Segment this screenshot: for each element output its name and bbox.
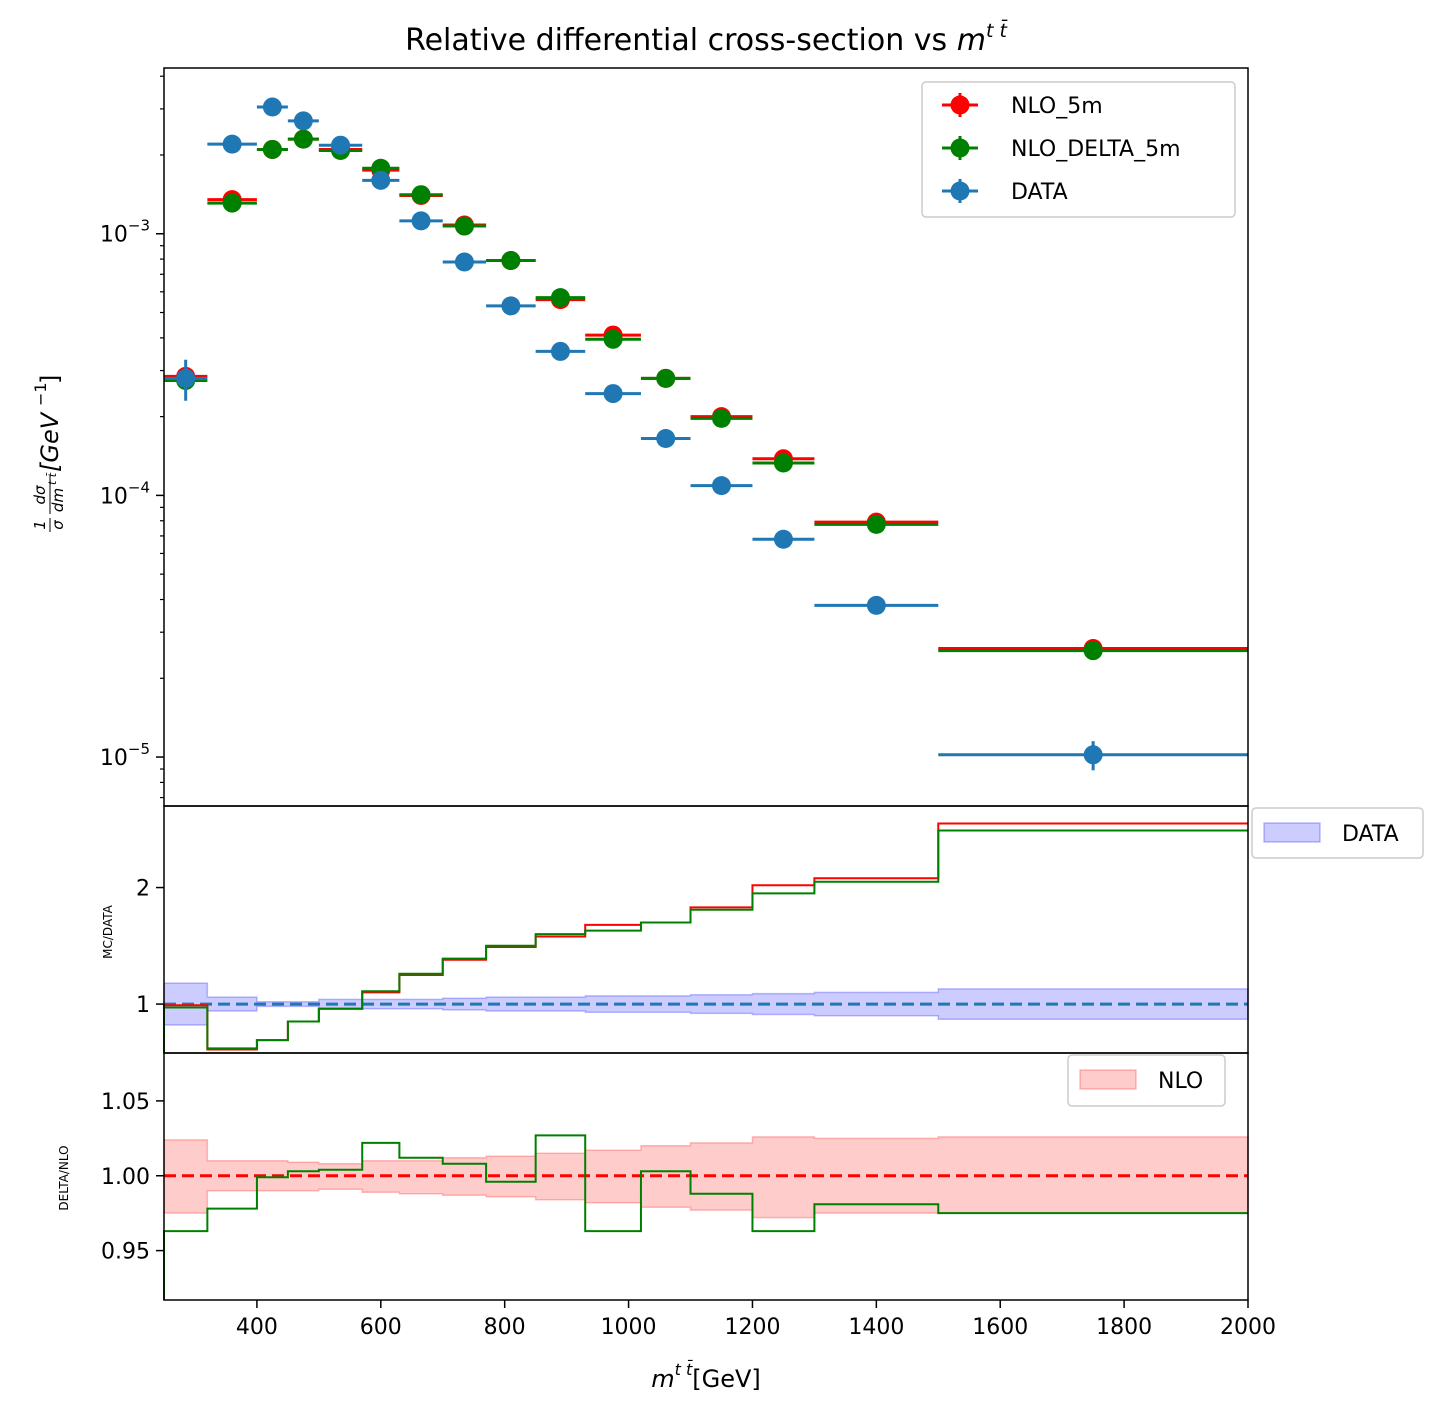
x-tick-label: 1800 — [1096, 1315, 1152, 1340]
data-point — [1083, 641, 1103, 661]
data-point — [262, 139, 282, 159]
svg-text:σ: σ — [49, 520, 67, 530]
delta-y-label: DELTA/NLO — [57, 1145, 71, 1210]
data-point — [656, 368, 676, 388]
data-point — [331, 135, 351, 155]
x-tick-label: 800 — [484, 1315, 526, 1340]
data-point — [411, 185, 431, 205]
y-tick-label: 10−3 — [100, 217, 150, 248]
data-point — [711, 408, 731, 428]
legend-label: NLO_DELTA_5m — [1011, 137, 1181, 162]
data-point — [603, 329, 623, 349]
main-y-label: 1 σ dσ dm t t̄ [GeV −1 ] — [31, 375, 67, 532]
main-legend: NLO_5m NLO_DELTA_5m DATA — [921, 81, 1236, 218]
data-point — [454, 216, 474, 236]
legend-label: NLO — [1158, 1069, 1203, 1094]
delta-ratio-line — [163, 1134, 1248, 1300]
data-point — [1083, 745, 1103, 765]
svg-text:]: ] — [36, 375, 64, 384]
data-point — [176, 368, 196, 388]
y-tick-label: 1.05 — [101, 1090, 150, 1115]
y-tick-label: 1 — [136, 993, 150, 1018]
data-point — [550, 288, 570, 308]
svg-text:t t̄: t t̄ — [46, 472, 59, 485]
legend-label: DATA — [1342, 822, 1399, 847]
legend-marker — [950, 138, 970, 158]
svg-text:[GeV: [GeV — [36, 411, 64, 472]
data-point — [293, 129, 313, 149]
data-point — [501, 296, 521, 316]
data-point — [656, 428, 676, 448]
x-tick-label: 1000 — [601, 1315, 657, 1340]
delta-frame — [163, 1052, 1249, 1301]
x-tick-label: 600 — [360, 1315, 402, 1340]
legend-label: DATA — [1011, 180, 1068, 205]
data-point — [866, 514, 886, 534]
legend-box — [1251, 807, 1424, 859]
delta-panel: 0.95 1.00 1.05 400 600 800 1000 1200 1400 1600 180… — [101, 1052, 1276, 1340]
data-point — [454, 252, 474, 272]
legend-box — [1067, 1054, 1226, 1107]
data-point — [866, 595, 886, 615]
legend-marker — [950, 95, 970, 115]
svg-text:dσ: dσ — [31, 485, 49, 505]
data-point — [501, 251, 521, 271]
svg-text:1: 1 — [31, 520, 49, 530]
data-point — [550, 341, 570, 361]
ratio-line-nlo_delta_5m — [163, 829, 1248, 1053]
ratio-legend: DATA — [1251, 807, 1424, 859]
data-point — [222, 193, 242, 213]
main-panel: 10−3 10−4 10−5 NLO_5m NLO_DELTA_5m DATA — [100, 67, 1249, 807]
data-point — [773, 453, 793, 473]
data-point — [293, 111, 313, 131]
data-point — [603, 384, 623, 404]
data-point — [222, 134, 242, 154]
x-tick-label: 1400 — [848, 1315, 904, 1340]
data-point — [371, 170, 391, 190]
ratio-y-label: MC/DATA — [101, 904, 115, 958]
ratio-panel: 1 2 DATA — [136, 805, 1424, 1054]
legend-box — [921, 81, 1236, 218]
data-point — [411, 211, 431, 231]
chart-title: Relative differential cross-section vs m… — [405, 18, 1008, 58]
x-tick-label: 1200 — [724, 1315, 780, 1340]
legend-swatch — [1263, 822, 1321, 843]
y-tick-label: 10−5 — [100, 740, 150, 771]
data-point — [711, 476, 731, 496]
delta-legend: NLO — [1067, 1054, 1226, 1107]
x-tick-label: 1600 — [972, 1315, 1028, 1340]
series-data — [164, 97, 1248, 771]
svg-text:dm: dm — [49, 488, 67, 512]
legend-label: NLO_5m — [1011, 94, 1103, 119]
svg-text:−1: −1 — [31, 382, 50, 406]
y-tick-label: 0.95 — [101, 1240, 150, 1265]
x-tick-label: 2000 — [1220, 1315, 1276, 1340]
y-tick-label: 1.00 — [101, 1165, 150, 1190]
legend-swatch — [1079, 1069, 1137, 1090]
y-tick-label: 10−4 — [100, 478, 150, 509]
x-tick-label: 400 — [236, 1315, 278, 1340]
legend-marker — [950, 181, 970, 201]
x-axis-label: mt t̄[GeV] — [651, 1360, 761, 1393]
data-point — [773, 529, 793, 549]
data-point — [262, 97, 282, 117]
y-tick-label: 2 — [136, 877, 150, 902]
